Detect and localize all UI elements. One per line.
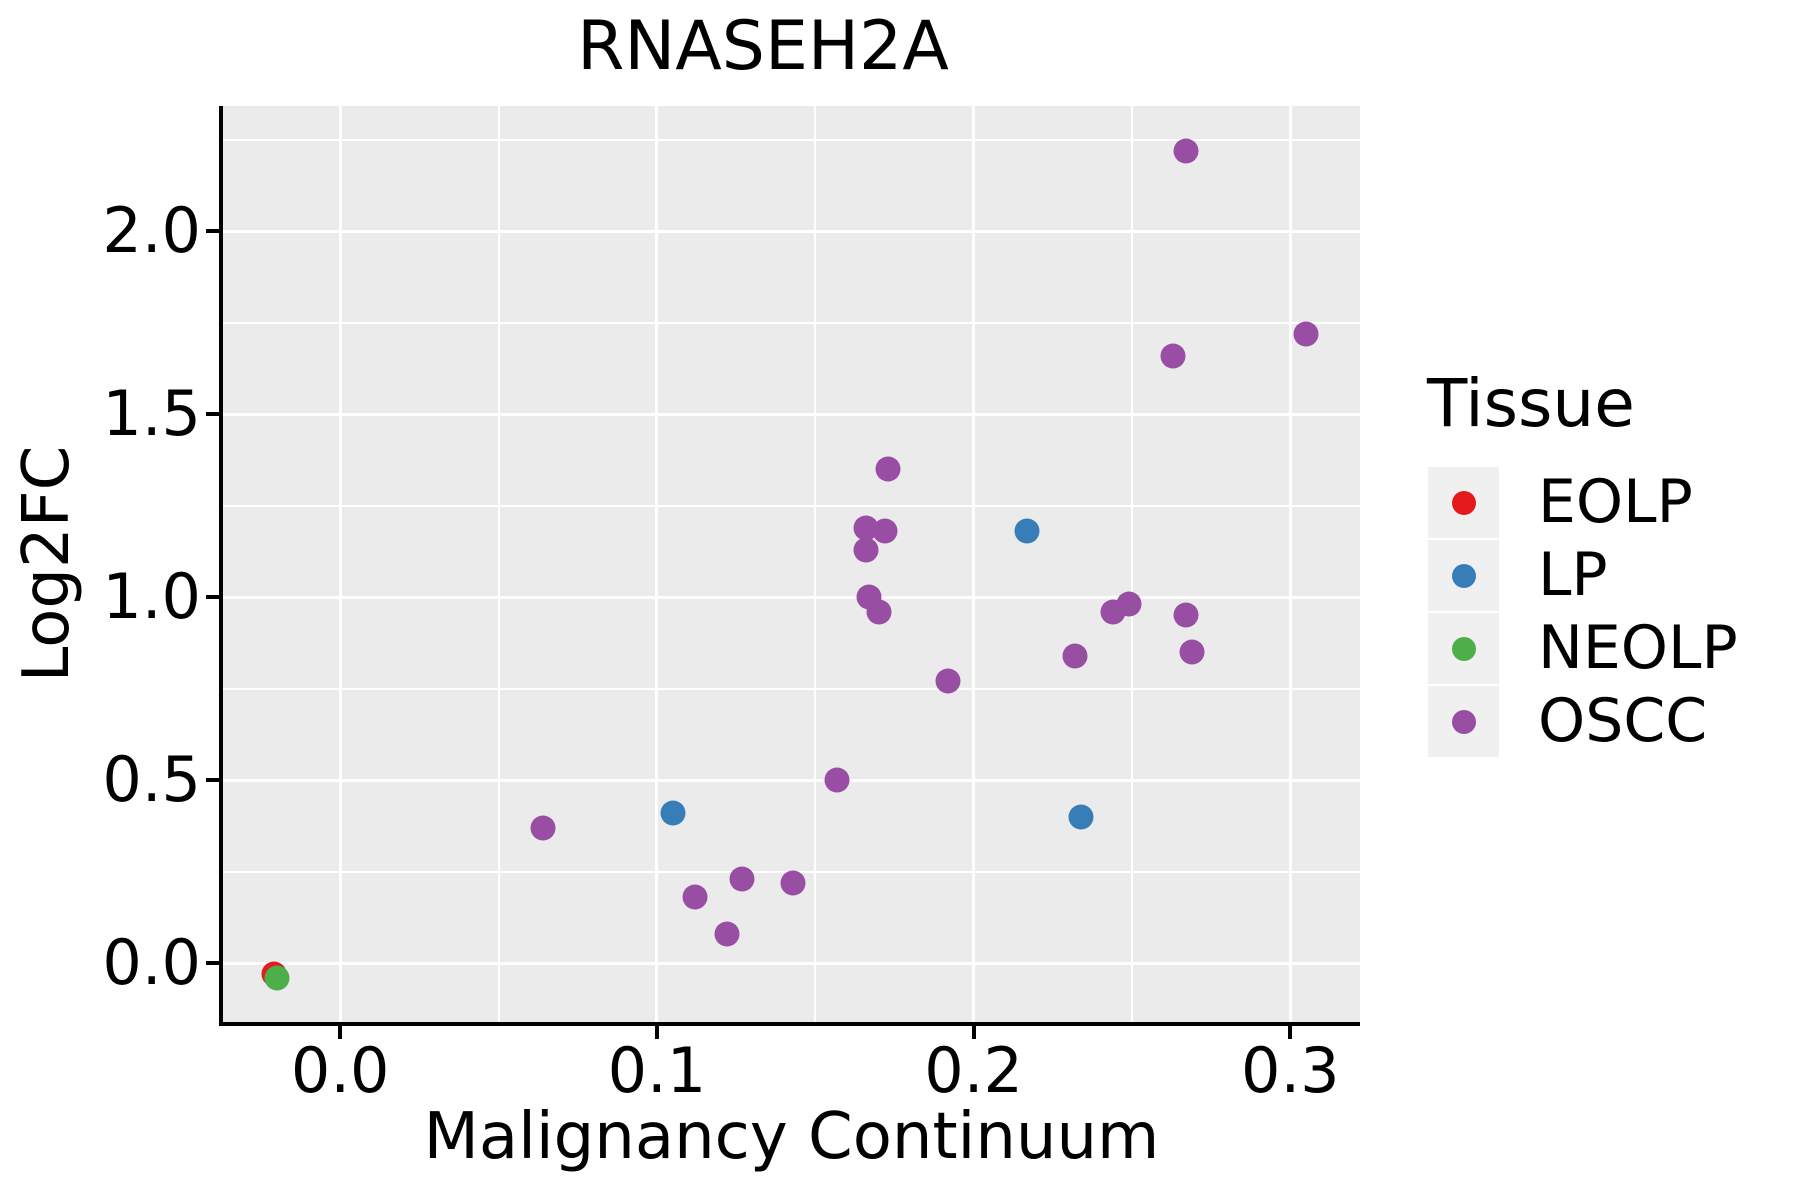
y-tick-label: 1.0 — [102, 560, 201, 634]
x-tick-label: 0.2 — [924, 1034, 1023, 1107]
gridline-minor-y — [223, 504, 1360, 507]
y-tick-mark — [206, 961, 219, 966]
data-point-oscc — [1173, 138, 1199, 164]
gridline-major-y — [223, 778, 1360, 782]
plot-panel — [223, 106, 1360, 1022]
gridline-major-y — [223, 961, 1360, 965]
gridline-major-y — [223, 412, 1360, 416]
y-tick-mark — [206, 412, 219, 417]
legend-label-neolp: NEOLP — [1538, 613, 1738, 683]
x-tick-label: 0.3 — [1241, 1034, 1340, 1107]
gridline-major-x — [1288, 106, 1292, 1022]
y-tick-mark — [206, 595, 219, 600]
gridline-minor-y — [223, 138, 1360, 141]
data-point-lp — [1014, 518, 1040, 544]
data-point-oscc — [853, 537, 879, 563]
x-axis-line — [219, 1022, 1360, 1026]
y-tick-mark — [206, 778, 219, 783]
data-point-oscc — [1293, 321, 1319, 347]
y-tick-label: 1.5 — [102, 377, 201, 451]
data-point-oscc — [824, 767, 850, 793]
x-tick-label: 0.0 — [290, 1034, 390, 1107]
legend-key-lp — [1428, 540, 1499, 611]
data-point-oscc — [935, 668, 961, 694]
gridline-major-x — [338, 106, 342, 1022]
data-point-oscc — [1179, 639, 1205, 665]
legend-title: Tissue — [1427, 365, 1635, 442]
data-point-oscc — [1160, 343, 1186, 369]
y-tick-label: 0.5 — [102, 743, 201, 817]
legend-label-oscc: OSCC — [1538, 686, 1708, 756]
y-axis-line — [219, 106, 223, 1026]
data-point-oscc — [875, 456, 901, 482]
data-point-neolp — [264, 965, 290, 991]
plot-title: RNASEH2A — [577, 7, 949, 86]
gridline-minor-x — [497, 106, 500, 1022]
x-tick-mark — [971, 1026, 976, 1039]
legend-dot-oscc — [1451, 709, 1476, 734]
data-point-oscc — [872, 518, 898, 544]
gridline-major-y — [223, 229, 1360, 233]
gridline-minor-y — [223, 321, 1360, 324]
data-point-oscc — [714, 921, 740, 947]
data-point-oscc — [866, 599, 892, 625]
x-axis-title: Malignancy Continuum — [423, 1100, 1160, 1174]
data-point-oscc — [780, 870, 806, 896]
legend-label-lp: LP — [1538, 540, 1608, 610]
legend-key-oscc — [1428, 686, 1499, 757]
y-tick-label: 0.0 — [102, 926, 201, 1000]
x-tick-mark — [338, 1026, 343, 1039]
x-tick-label: 0.1 — [607, 1034, 707, 1107]
y-axis-title: Log2FC — [9, 445, 84, 683]
gridline-minor-x — [814, 106, 817, 1022]
legend-dot-lp — [1451, 563, 1476, 588]
data-point-oscc — [729, 866, 755, 892]
data-point-lp — [1068, 804, 1094, 830]
y-tick-mark — [206, 229, 219, 234]
data-point-oscc — [1116, 591, 1142, 617]
legend-dot-eolp — [1451, 490, 1476, 515]
legend-key-eolp — [1428, 467, 1499, 538]
gridline-major-x — [655, 106, 659, 1022]
data-point-oscc — [530, 815, 556, 841]
data-point-oscc — [1062, 643, 1088, 669]
x-tick-mark — [1288, 1026, 1293, 1039]
gridline-minor-x — [1130, 106, 1133, 1022]
legend-key-neolp — [1428, 613, 1499, 684]
x-tick-mark — [654, 1026, 659, 1039]
gridline-major-x — [972, 106, 976, 1022]
data-point-lp — [660, 800, 686, 826]
gridline-major-y — [223, 595, 1360, 599]
y-tick-label: 2.0 — [102, 194, 201, 268]
data-point-oscc — [1173, 602, 1199, 628]
gridline-minor-y — [223, 687, 1360, 690]
legend-dot-neolp — [1451, 636, 1476, 661]
data-point-oscc — [682, 884, 708, 910]
legend-label-eolp: EOLP — [1538, 467, 1693, 537]
